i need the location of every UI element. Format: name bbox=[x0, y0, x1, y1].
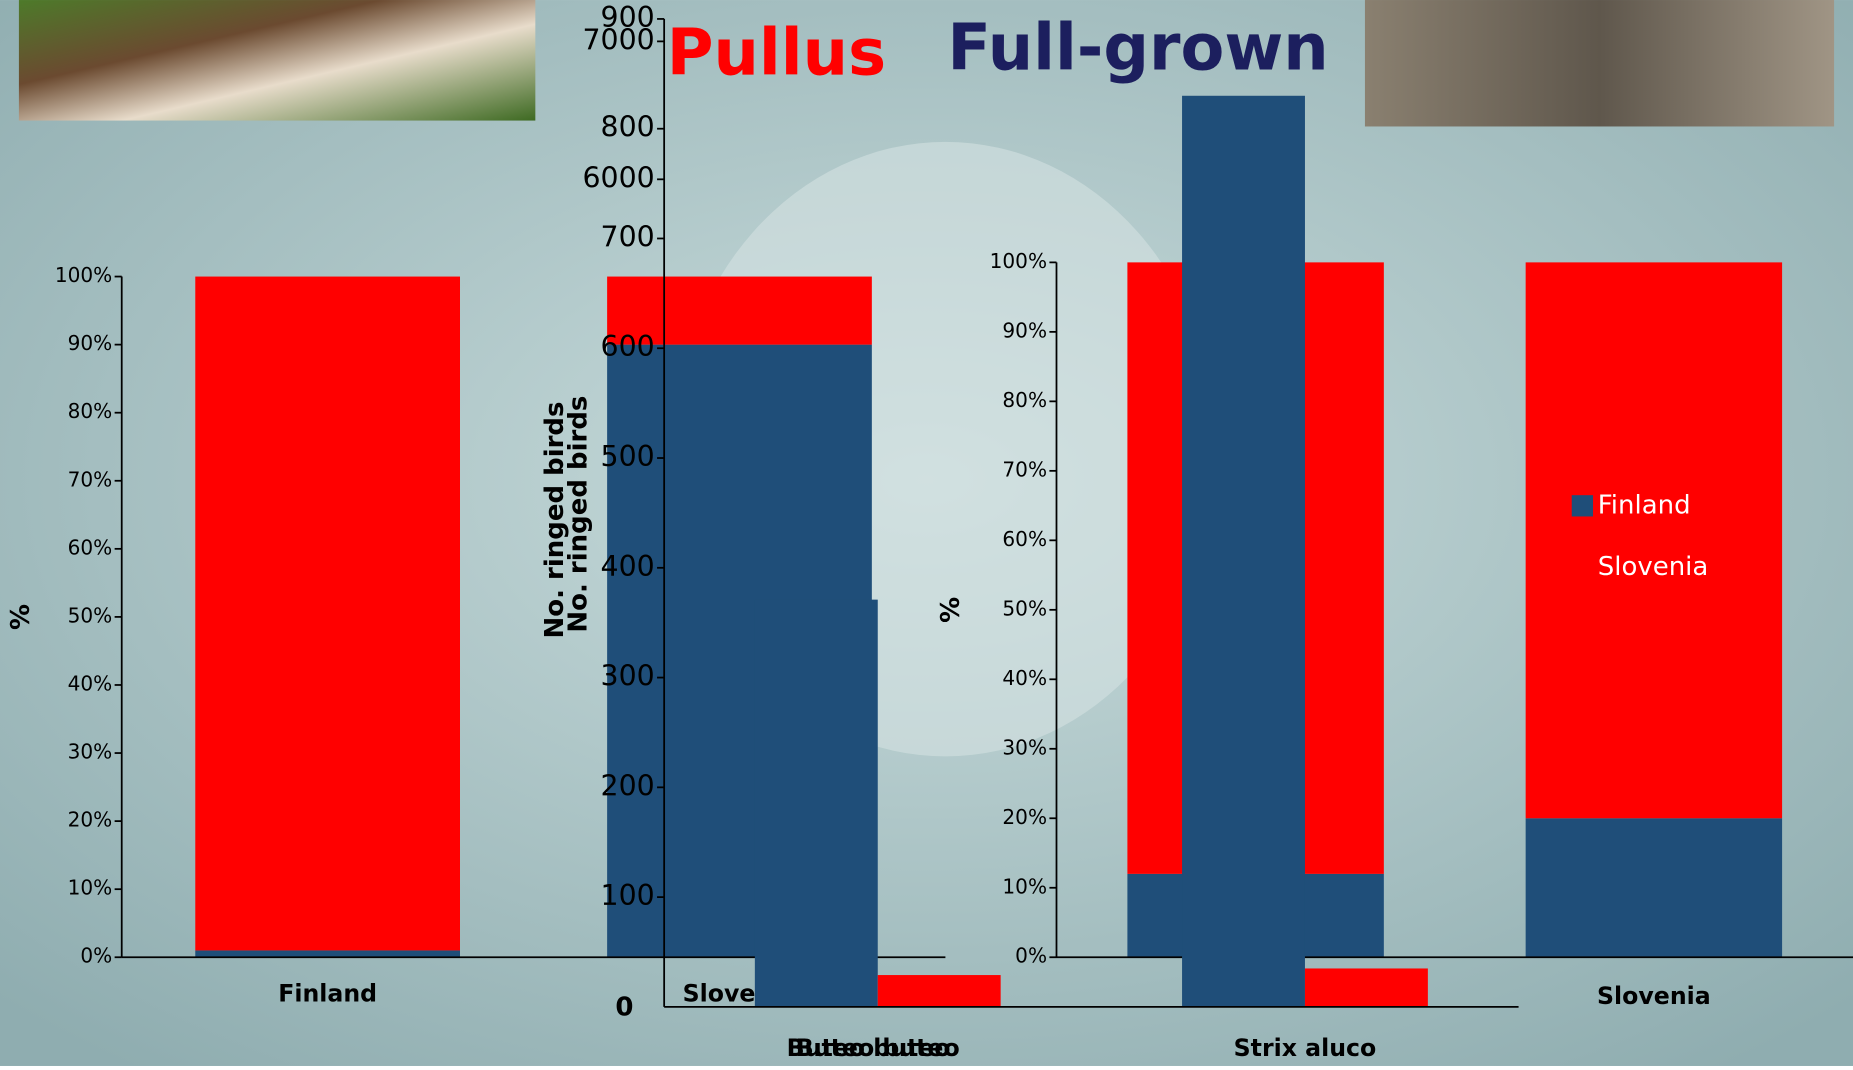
y-tick-label: 40% bbox=[68, 671, 113, 695]
y-tick-label: 700 bbox=[601, 220, 655, 253]
y-tick-label: 100% bbox=[990, 249, 1047, 273]
legend-label: Finland bbox=[1598, 490, 1691, 520]
y-tick-label: 900 bbox=[601, 1, 655, 34]
x-tick-label: Buteo buteo bbox=[796, 1034, 960, 1062]
y-tick-label: 30% bbox=[1002, 735, 1047, 759]
y-tick-label: 90% bbox=[1002, 318, 1047, 342]
y-tick-label: 80% bbox=[1002, 388, 1047, 412]
y-tick-label: 70% bbox=[1002, 457, 1047, 481]
y-tick-label: 40% bbox=[1002, 666, 1047, 690]
legend-swatch bbox=[1571, 495, 1594, 517]
bar-segment bbox=[195, 276, 461, 951]
legend-label: Slovenia bbox=[1598, 552, 1709, 582]
chart-title: Full-grown bbox=[947, 12, 1328, 86]
charts: 0% 10% 20% 30% 40% 50% 60% 70% 80% 90% 100%% Finlan… bbox=[6, 1, 1853, 1062]
buzzard-photo bbox=[18, 0, 536, 121]
y-tick-label: 60% bbox=[1002, 527, 1047, 551]
y-tick-label: 100 bbox=[601, 879, 655, 912]
y-tick-label: 300 bbox=[601, 660, 655, 693]
bar bbox=[877, 975, 1001, 1007]
y-tick-label: 600 bbox=[601, 330, 655, 363]
y-tick-label: 6000 bbox=[583, 161, 655, 194]
bar-segment bbox=[1525, 818, 1783, 958]
y-tick-label: 100% bbox=[55, 263, 112, 287]
y-axis-label: % bbox=[6, 604, 36, 630]
bar-segment bbox=[1525, 262, 1783, 819]
y-tick-label: 10% bbox=[1002, 874, 1047, 898]
bar bbox=[754, 599, 878, 1007]
y-tick-label: 0 bbox=[615, 993, 633, 1023]
y-axis-label: No. ringed birds bbox=[540, 402, 570, 639]
y-tick-label: 20% bbox=[68, 808, 113, 832]
y-tick-label: 80% bbox=[68, 399, 113, 423]
bar-segment bbox=[607, 276, 872, 345]
y-tick-label: 70% bbox=[68, 467, 113, 491]
x-tick-label: Finland bbox=[278, 980, 377, 1008]
y-tick-label: 400 bbox=[601, 550, 655, 583]
bar bbox=[1304, 968, 1428, 1007]
y-tick-label: 0% bbox=[1015, 944, 1047, 968]
y-tick-label: 90% bbox=[68, 331, 113, 355]
y-tick-label: 10% bbox=[68, 876, 113, 900]
legend-swatch bbox=[1571, 556, 1594, 578]
bar-segment bbox=[195, 950, 461, 958]
y-tick-label: 800 bbox=[601, 111, 655, 144]
y-tick-label: 20% bbox=[1002, 805, 1047, 829]
x-tick-label: Slovenia bbox=[1597, 982, 1711, 1010]
y-tick-label: 50% bbox=[68, 603, 113, 627]
chart-title: Pullus bbox=[667, 16, 886, 90]
y-tick-label: 200 bbox=[601, 769, 655, 802]
x-tick-label: Strix aluco bbox=[1234, 1034, 1377, 1062]
y-tick-label: 50% bbox=[1002, 596, 1047, 620]
y-tick-label: 0% bbox=[80, 944, 112, 968]
bar bbox=[1182, 95, 1305, 1007]
y-tick-label: 30% bbox=[68, 740, 113, 764]
y-tick-label: 7000 bbox=[583, 23, 655, 56]
x-tick-label: Buteo buteo bbox=[787, 1034, 951, 1062]
owl-photo bbox=[1364, 0, 1835, 127]
y-tick-label: 500 bbox=[601, 440, 655, 473]
y-axis-label: % bbox=[936, 597, 966, 623]
y-tick-label: 60% bbox=[68, 535, 113, 559]
y-axis-label: No. ringed birds bbox=[564, 396, 594, 633]
